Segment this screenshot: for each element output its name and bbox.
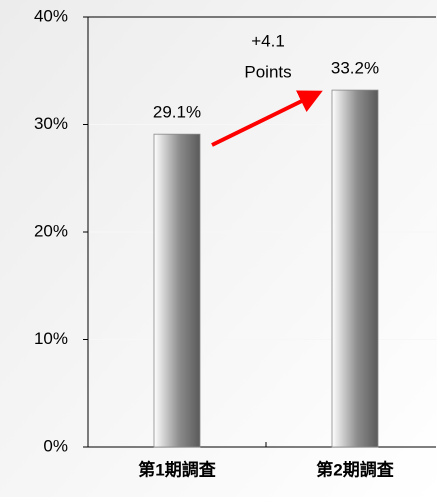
arrow — [211, 90, 323, 147]
value-label: 29.1% — [153, 103, 201, 122]
y-tick-label: 10% — [34, 329, 68, 348]
y-tick-label: 0% — [43, 436, 68, 455]
bar — [153, 133, 201, 448]
x-tick-label: 第2期調査 — [316, 459, 394, 479]
bar — [331, 89, 379, 448]
y-tick-label: 20% — [34, 221, 68, 240]
annotation: +4.1 — [251, 31, 285, 50]
annotation: Points — [244, 62, 291, 81]
y-tick-label: 40% — [34, 6, 68, 25]
y-tick-label: 30% — [34, 114, 68, 133]
value-label: 33.2% — [331, 59, 379, 78]
x-tick-label: 第1期調査 — [138, 459, 216, 479]
